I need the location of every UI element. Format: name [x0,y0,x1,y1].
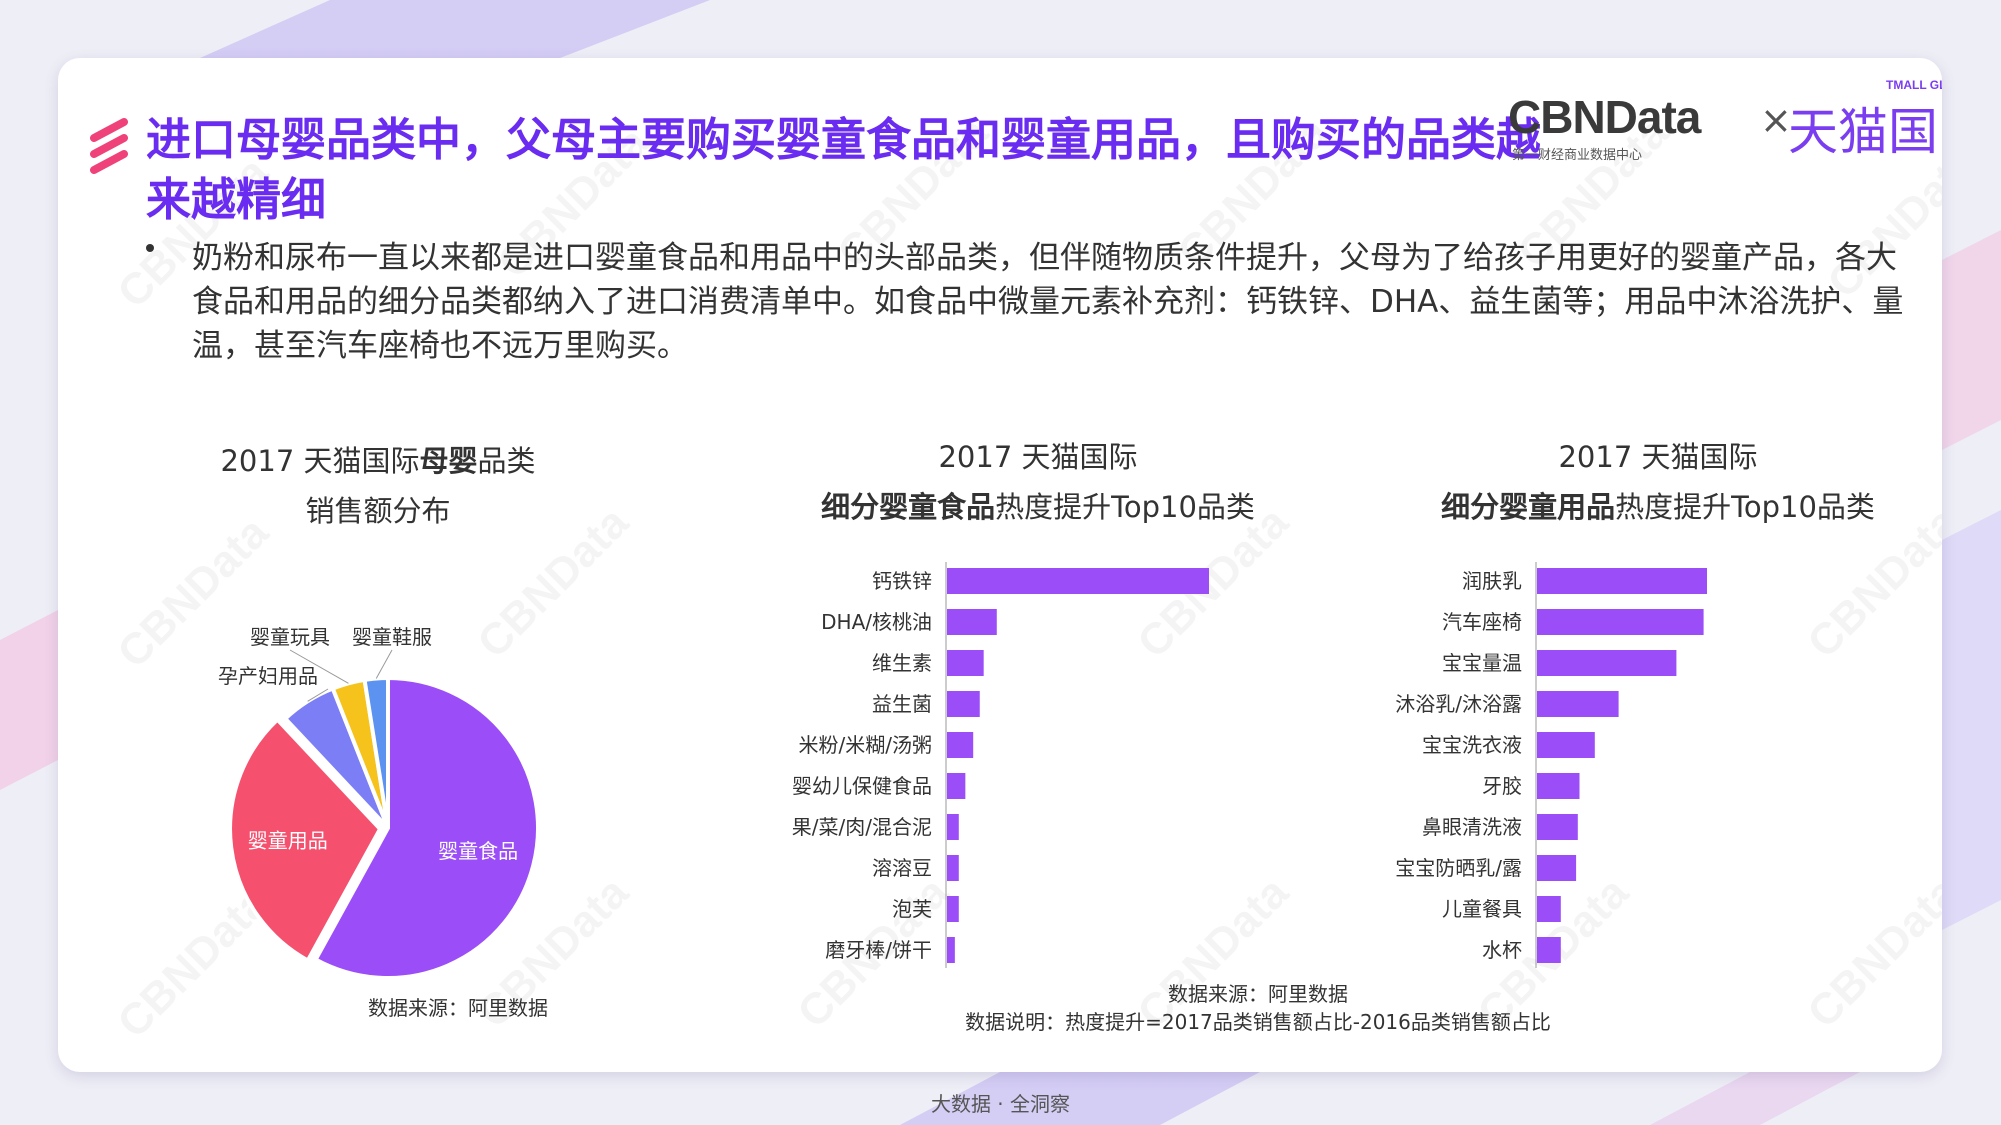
bar [947,773,966,799]
cbndata-tmall-logo: CBNData 第一财经商业数据中心 × 天猫国际 TMALL GLOBAL [1508,76,1942,176]
goods-bar-chart-title: 2017 天猫国际 细分婴童用品热度提升Top10品类 [1358,432,1942,532]
bar [1537,937,1561,963]
bar [1537,732,1595,758]
content-card: CBNData CBNData CBNData CBNData CBNData … [58,58,1942,1072]
food-bar-chart-title-line1: 2017 天猫国际 [938,440,1138,474]
bar [1537,855,1577,881]
bar [1537,691,1619,717]
bar [1537,609,1704,635]
tmall-global-logo-text: 天猫国际 [1788,103,1942,161]
goods-bar-chart-title-line1: 2017 天猫国际 [1558,440,1758,474]
pie-slice [228,716,383,964]
bar [947,937,955,963]
bar-category-label: 维生素 [872,651,932,675]
bar-category-label: 婴幼儿保健食品 [792,774,932,798]
bar [947,732,974,758]
logo-times-sign: × [1760,98,1792,142]
bar [947,650,984,676]
pie-leader-line [307,688,329,702]
cbndata-logo-text: CBNData [1508,91,1701,143]
bar-category-label: 儿童餐具 [1442,897,1522,921]
bar [1537,896,1561,922]
bar-data-source: 数据来源：阿里数据 [1168,982,1348,1006]
pie-chart-title: 2017 天猫国际母婴品类 销售额分布 [178,436,578,536]
title-stripes-icon [90,118,128,174]
bar-category-label: 牙胶 [1482,774,1522,798]
summary-bullet: 奶粉和尿布一直以来都是进口婴童食品和用品中的头部品类，但伴随物质条件提升，父母为… [192,240,1904,364]
pie-slice-label: 婴童用品 [248,829,328,853]
bar-category-label: 果/菜/肉/混合泥 [792,815,932,839]
pie-chart: 婴童食品 婴童用品 孕产妇用品 婴童玩具 婴童鞋服 [218,625,540,978]
goods-bar-chart-title-line2: 细分婴童用品热度提升Top10品类 [1441,490,1875,524]
bar-category-label: 磨牙棒/饼干 [825,938,932,962]
bar-category-label: 水杯 [1482,938,1522,962]
bar-category-label: 宝宝洗衣液 [1422,733,1522,757]
bar [947,814,959,840]
pie-leader-line [375,649,393,679]
goods-bar-chart: 润肤乳汽车座椅宝宝量温沐浴乳/沐浴露宝宝洗衣液牙胶鼻眼清洗液宝宝防晒乳/露儿童餐… [1395,562,1707,968]
food-bar-chart-title: 2017 天猫国际 细分婴童食品热度提升Top10品类 [738,432,1338,532]
bar-category-label: 泡芙 [892,897,932,921]
bar [1537,650,1677,676]
pie-leader-line [289,649,349,684]
pie-chart-title-line1: 2017 天猫国际母婴品类 [220,444,536,478]
bar-category-label: 溶溶豆 [872,856,932,880]
bullet-dot [146,244,154,252]
tmall-global-logo-subtitle: TMALL GLOBAL [1886,78,1942,92]
bar-category-label: 钙铁锌 [872,569,932,593]
cbndata-logo-subtitle: 第一财经商业数据中心 [1512,148,1643,163]
bar-category-label: 沐浴乳/沐浴露 [1395,692,1522,716]
bar [947,568,1209,594]
bar-category-label: 益生菌 [872,692,932,716]
bar [947,691,980,717]
bar-category-label: 宝宝量温 [1442,651,1522,675]
food-bar-chart-title-line2: 细分婴童食品热度提升Top10品类 [821,490,1255,524]
bar-category-label: 润肤乳 [1462,569,1522,593]
pie-chart-title-line2: 销售额分布 [305,494,451,528]
pie-slice [362,675,390,829]
bar [947,855,959,881]
pie-slice-label: 婴童食品 [438,839,518,863]
pie-data-source: 数据来源：阿里数据 [368,996,548,1020]
bar [1537,773,1580,799]
bar-category-label: 宝宝防晒乳/露 [1395,856,1522,880]
pie-slice [313,675,540,978]
bar-category-label: 汽车座椅 [1442,610,1522,634]
pie-slice-label: 孕产妇用品 [218,664,318,688]
bar-category-label: 米粉/米糊/汤粥 [799,733,932,757]
footer-slogan: 大数据 · 全洞察 [930,1092,1071,1116]
bar-category-label: DHA/核桃油 [821,610,932,634]
bar [947,609,997,635]
bar [1537,814,1578,840]
pie-slice-label: 婴童玩具 [250,625,330,649]
bar-category-label: 鼻眼清洗液 [1422,815,1522,839]
page-title: 进口母婴品类中，父母主要购买婴童食品和婴童用品，且购买的品类越来越精细 [146,113,1542,226]
bar [1537,568,1707,594]
bar [947,896,959,922]
bar-data-note: 数据说明：热度提升=2017品类销售额占比-2016品类销售额占比 [965,1010,1551,1034]
food-bar-chart: 钙铁锌 DHA/核桃油维生素益生菌米粉/米糊/汤粥婴幼儿保健食品果/菜/肉/混合泥… [792,562,1209,968]
pie-slice-label: 婴童鞋服 [352,625,432,649]
